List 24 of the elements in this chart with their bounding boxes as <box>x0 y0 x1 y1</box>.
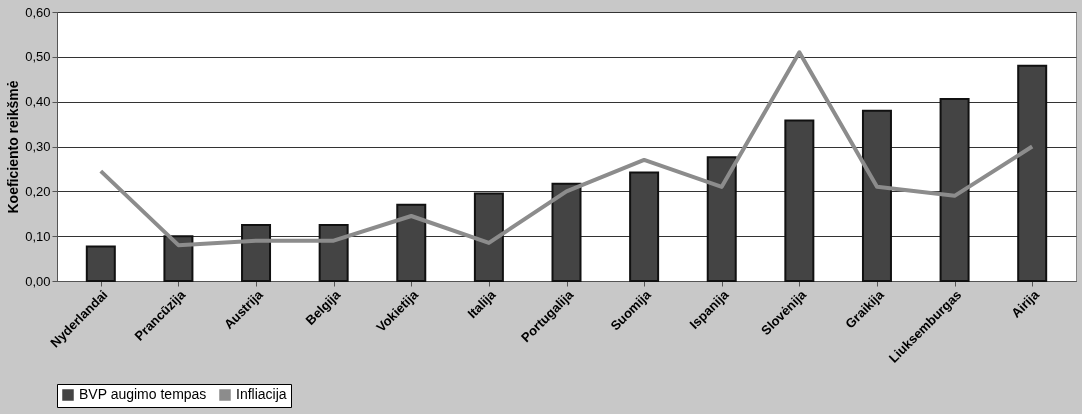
bar <box>473 192 504 282</box>
bar <box>85 245 116 282</box>
bar <box>784 119 815 282</box>
bar <box>861 109 892 282</box>
y-tick-label: 0,30 <box>25 139 51 154</box>
bar <box>551 182 582 282</box>
bar <box>241 223 272 282</box>
bar <box>396 203 427 282</box>
bar <box>1017 64 1048 282</box>
y-tick-label: 0,10 <box>25 228 51 244</box>
bar <box>939 97 970 282</box>
bar <box>318 223 349 282</box>
y-tick-label: 0,40 <box>25 94 51 110</box>
bar <box>706 156 737 282</box>
y-tick-label: 0,60 <box>25 4 51 20</box>
y-tick-label: 0,20 <box>25 183 51 199</box>
y-tick-label: 0,00 <box>25 273 51 289</box>
legend-label: Infliacija <box>236 386 287 402</box>
line-series <box>98 50 1035 248</box>
y-tick-label: 0,50 <box>25 49 51 65</box>
legend-label: BVP augimo tempas <box>79 386 207 402</box>
bar <box>163 235 194 282</box>
y-axis-title: Koeficiento reikšmė <box>5 80 22 214</box>
bar <box>629 171 660 282</box>
